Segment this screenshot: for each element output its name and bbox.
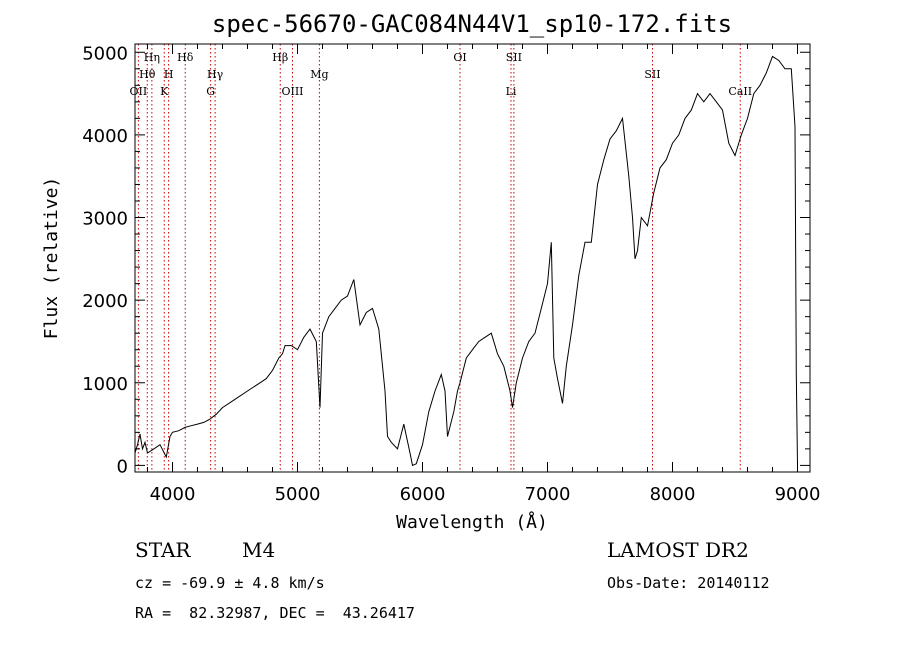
x-tick-label: 8000 <box>650 484 696 505</box>
chart-title: spec-56670-GAC084N44V1_sp10-172.fits <box>212 10 732 38</box>
x-axis: 4000 5000 6000 7000 8000 9000 <box>147 44 821 505</box>
y-tick-label: 3000 <box>82 209 128 230</box>
spectral-line-label: SII <box>644 68 660 81</box>
y-tick-label: 4000 <box>82 126 128 147</box>
series-spectrum <box>134 55 798 467</box>
spectral-line-label: Li <box>506 85 517 98</box>
spectral-line-label: Hη <box>144 51 160 64</box>
spectral-line-label: CaII <box>728 85 752 98</box>
survey-name: LAMOST DR2 <box>607 538 749 562</box>
y-axis-label: Flux (relative) <box>41 177 62 340</box>
spectral-line-label: G <box>206 85 215 98</box>
spectral-line-label: SII <box>506 51 522 64</box>
coordinates-text: RA = 82.32987, DEC = 43.26417 <box>135 604 415 622</box>
spectral-line-label: OIII <box>281 85 303 98</box>
x-tick-label: 5000 <box>275 484 321 505</box>
object-subclass: M4 <box>242 538 276 562</box>
spectral-line-label: Mg <box>310 68 328 81</box>
spectral-line-label: Hβ <box>272 51 288 64</box>
plot-frame <box>134 43 811 473</box>
x-tick-label: 4000 <box>150 484 196 505</box>
y-axis: 0 1000 2000 3000 4000 5000 <box>82 43 810 477</box>
y-tick-label: 0 <box>117 456 128 477</box>
spectral-line-label: Hθ <box>139 68 156 81</box>
y-tick-label: 5000 <box>82 43 128 64</box>
redshift-text: cz = -69.9 ± 4.8 km/s <box>135 574 325 592</box>
spectral-line-label: K <box>160 85 169 98</box>
spectral-line-label: H <box>164 68 174 81</box>
spectral-line-label: OII <box>130 85 148 98</box>
x-tick-label: 6000 <box>400 484 446 505</box>
object-class: STAR <box>135 538 191 562</box>
spectral-line-label: OI <box>453 51 466 64</box>
x-tick-label: 9000 <box>775 484 821 505</box>
x-axis-label: Wavelength (Å) <box>396 511 548 533</box>
y-tick-label: 1000 <box>82 374 128 395</box>
y-tick-label: 2000 <box>82 291 128 312</box>
spectral-line-label: Hδ <box>177 51 194 64</box>
x-tick-label: 7000 <box>525 484 571 505</box>
obs-date: Obs-Date: 20140112 <box>607 574 770 592</box>
spectral-line-label: Hγ <box>207 68 224 81</box>
